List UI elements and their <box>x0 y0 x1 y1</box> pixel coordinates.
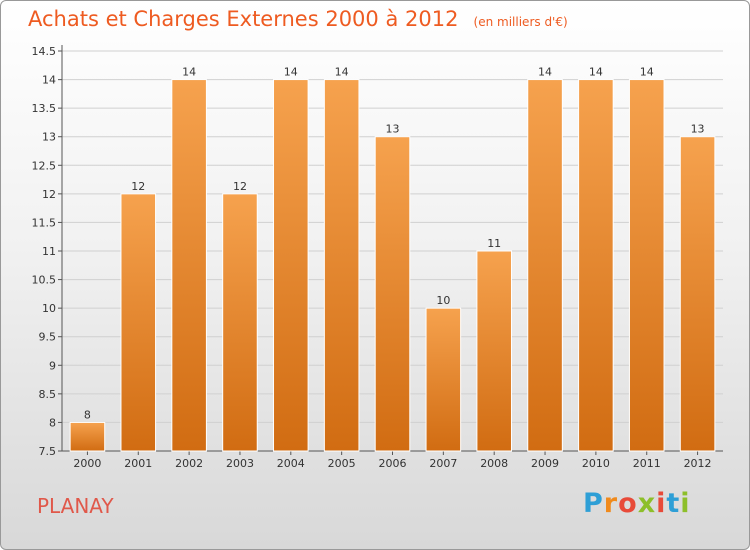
y-tick-label: 9 <box>49 359 56 372</box>
x-tick-label: 2008 <box>480 457 508 470</box>
data-label: 10 <box>436 294 450 307</box>
bar <box>527 79 563 452</box>
y-tick-label: 14.5 <box>32 45 57 58</box>
x-tick-label: 2002 <box>175 457 203 470</box>
bars <box>69 79 716 452</box>
logo-letter: o <box>618 488 638 519</box>
data-label: 14 <box>640 66 654 79</box>
logo-letter: i <box>680 488 691 519</box>
x-tick-label: 2007 <box>429 457 457 470</box>
x-tick-label: 2001 <box>124 457 152 470</box>
y-tick-label: 10 <box>42 302 56 315</box>
data-label: 14 <box>538 66 552 79</box>
logo-letter: x <box>637 488 657 519</box>
x-tick-label: 2011 <box>633 457 661 470</box>
x-tick-label: 2006 <box>379 457 407 470</box>
title-row: Achats et Charges Externes 2000 à 2012 (… <box>28 7 568 31</box>
y-tick-label: 12 <box>42 188 56 201</box>
x-tick-label: 2010 <box>582 457 610 470</box>
y-tick-label: 11.5 <box>32 216 57 229</box>
x-tick-labels: 2000 2001 2002 2003 2004 2005 2006 2007 2008 2009… <box>73 457 711 470</box>
data-label: 8 <box>84 408 91 421</box>
y-tick-label: 9.5 <box>39 331 57 344</box>
logo-letter: P <box>583 488 604 519</box>
bar <box>679 136 716 452</box>
data-label: 13 <box>386 123 400 136</box>
data-labels: 8 12 14 12 14 14 13 10 11 14 14 14 13 <box>84 66 705 422</box>
bar <box>425 307 462 452</box>
x-tick-label: 2009 <box>531 457 559 470</box>
bar <box>628 79 665 452</box>
bar <box>69 421 106 452</box>
data-label: 12 <box>233 180 247 193</box>
bar <box>476 250 512 452</box>
data-label: 14 <box>284 66 298 79</box>
bar <box>374 136 411 452</box>
data-label: 14 <box>335 66 349 79</box>
x-tick-label: 2000 <box>73 457 101 470</box>
y-tick-label: 8.5 <box>39 388 57 401</box>
y-tick-label: 11 <box>42 245 56 258</box>
x-tick-label: 2003 <box>226 457 254 470</box>
logo-letter: i <box>656 488 667 519</box>
y-tick-label: 14 <box>42 74 56 87</box>
proxiti-logo[interactable]: Proxiti <box>583 488 691 519</box>
y-tick-label: 10.5 <box>32 274 57 287</box>
data-label: 12 <box>131 180 145 193</box>
y-tick-label: 7.5 <box>39 445 57 458</box>
y-tick-labels: 7.5 8 8.5 9 9.5 10 10.5 11 11.5 12 12.5 13 13.5 14 14.… <box>32 45 57 458</box>
y-tick-label: 12.5 <box>32 159 57 172</box>
x-tick-label: 2004 <box>277 457 305 470</box>
chart-title: Achats et Charges Externes 2000 à 2012 <box>28 7 459 31</box>
logo-letter: r <box>603 488 619 519</box>
town-name: PLANAY <box>37 494 114 518</box>
y-tick-label: 13 <box>42 131 56 144</box>
bar <box>222 193 258 452</box>
x-tick-label: 2012 <box>684 457 712 470</box>
x-tick-label: 2005 <box>328 457 356 470</box>
bar <box>578 79 614 452</box>
bar <box>273 79 309 452</box>
bar <box>171 79 207 452</box>
data-label: 14 <box>589 66 603 79</box>
y-tick-label: 8 <box>49 416 56 429</box>
data-label: 14 <box>182 66 196 79</box>
bar <box>120 193 157 452</box>
logo-letter: t <box>666 488 681 519</box>
y-tick-label: 13.5 <box>32 102 57 115</box>
data-label: 11 <box>487 237 501 250</box>
data-label: 13 <box>691 123 705 136</box>
chart-subtitle: (en milliers d'€) <box>473 15 568 29</box>
bar <box>323 79 360 452</box>
